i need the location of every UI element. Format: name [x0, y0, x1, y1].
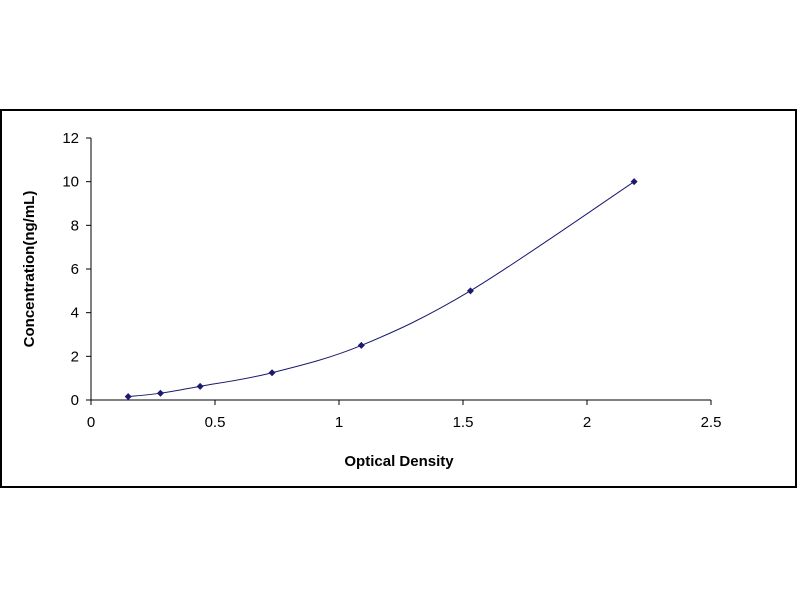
y-tick-label: 4: [71, 305, 79, 322]
chart-frame: 0 2 4 6 8 10 12 0 0.5 1 1.5 2 2.5 Optical Density C…: [0, 109, 797, 488]
x-tick-label: 1: [335, 414, 343, 431]
standard-curve-chart: 0 2 4 6 8 10 12 0 0.5 1 1.5 2 2.5 Optical Density C…: [21, 130, 722, 470]
x-tick-label: 0.5: [205, 414, 226, 431]
y-tick-label: 12: [62, 130, 79, 147]
y-tick-label: 10: [62, 174, 79, 191]
x-tick-label: 2: [583, 414, 591, 431]
data-point: [196, 382, 204, 390]
fit-curve: [128, 181, 635, 398]
data-point: [268, 369, 276, 377]
data-point: [357, 341, 365, 349]
x-tick-label: 0: [87, 414, 95, 431]
x-tick-label: 2.5: [701, 414, 722, 431]
data-point: [124, 393, 132, 401]
data-point: [466, 287, 474, 295]
y-tick-label: 6: [71, 261, 79, 278]
y-axis-ticks: 0 2 4 6 8 10 12: [62, 130, 91, 409]
x-axis-title: Optical Density: [344, 453, 454, 470]
y-tick-label: 0: [71, 392, 79, 409]
data-point: [630, 178, 638, 186]
y-tick-label: 8: [71, 217, 79, 234]
y-axis-title: Concentration(ng/mL): [21, 191, 38, 348]
data-point: [156, 389, 164, 397]
x-tick-label: 1.5: [453, 414, 474, 431]
x-axis-ticks: 0 0.5 1 1.5 2 2.5: [87, 400, 722, 431]
data-points: [124, 178, 638, 401]
y-tick-label: 2: [71, 348, 79, 365]
